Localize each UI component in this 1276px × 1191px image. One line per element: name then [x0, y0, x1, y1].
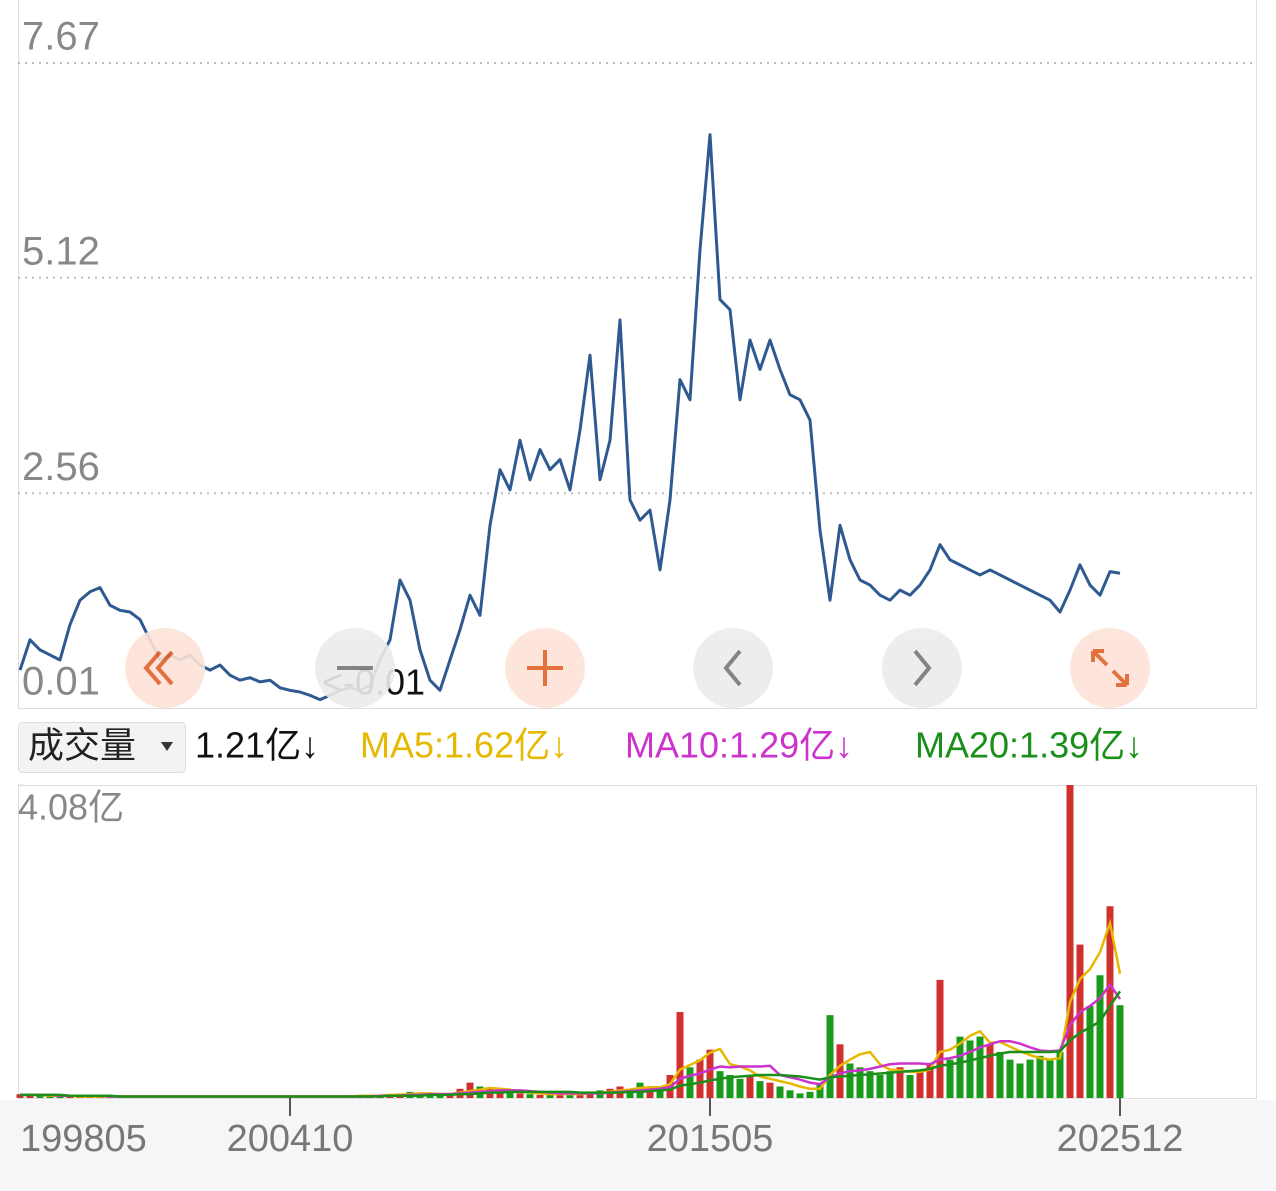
volume-bar [806, 1091, 814, 1098]
volume-bar [756, 1081, 764, 1098]
volume-bar [796, 1093, 804, 1098]
volume-bar [906, 1074, 914, 1098]
next-button[interactable] [882, 628, 962, 708]
ma-line [20, 918, 1122, 1098]
current-volume: 1.21亿↓ [195, 725, 319, 766]
x-axis-band [0, 1100, 1276, 1191]
volume-bar [916, 1071, 924, 1098]
volume-bar [816, 1082, 824, 1098]
volume-bar [496, 1090, 504, 1098]
volume-bar [956, 1036, 964, 1098]
volume-bar [706, 1049, 714, 1098]
volume-bar [946, 1059, 954, 1098]
volume-selector[interactable]: 成交量 [18, 722, 186, 773]
volume-bar [646, 1088, 654, 1098]
volume-bar [986, 1044, 994, 1098]
ma-legend: MA10:1.29亿↓ [625, 725, 853, 766]
volume-bar [536, 1094, 544, 1098]
volume-bar [766, 1082, 774, 1098]
volume-bar [856, 1067, 864, 1098]
volume-bar [886, 1071, 894, 1098]
x-tick-label: 201505 [647, 1118, 774, 1160]
x-tick-label: 202512 [1057, 1118, 1184, 1160]
volume-bar [436, 1095, 444, 1098]
y-tick-label: 7.67 [22, 15, 100, 59]
toolbar [125, 628, 1150, 708]
y-tick-label: 4.08亿 [18, 787, 124, 828]
volume-bar [526, 1094, 534, 1098]
ma-legend: MA5:1.62亿↓ [360, 725, 568, 766]
volume-bar [506, 1091, 514, 1098]
y-tick-label: 5.12 [22, 229, 100, 273]
volume-bar [966, 1040, 974, 1098]
volume-bar [1116, 1005, 1124, 1098]
volume-bar [1046, 1059, 1054, 1098]
volume-bar [936, 979, 944, 1098]
volume-bar [676, 1012, 684, 1098]
volume-bar [686, 1067, 694, 1098]
volume-bar [1036, 1055, 1044, 1098]
volume-bar [576, 1094, 584, 1098]
volume-bar [1006, 1059, 1014, 1098]
volume-bar [1096, 975, 1104, 1098]
volume-bar [726, 1074, 734, 1098]
volume-bar [1076, 944, 1084, 1098]
volume-bar [1016, 1063, 1024, 1098]
volume-bar [426, 1094, 434, 1098]
volume-bar [656, 1086, 664, 1098]
volume-bar [586, 1091, 594, 1098]
ma-line [20, 990, 1122, 1098]
ma-line [20, 982, 1122, 1098]
volume-bar [446, 1094, 454, 1098]
volume-bar [896, 1067, 904, 1098]
volume-bar [876, 1074, 884, 1098]
volume-bar [736, 1078, 744, 1098]
price-line [18, 133, 1121, 702]
volume-bar [1086, 1005, 1094, 1098]
volume-bar [776, 1086, 784, 1098]
volume-bar [746, 1076, 754, 1098]
y-tick-label: 2.56 [22, 445, 100, 489]
x-tick-label: 199805 [20, 1118, 147, 1160]
zoom-in-button[interactable] [505, 628, 585, 708]
volume-bar [926, 1063, 934, 1098]
volume-bar [1106, 906, 1114, 1098]
volume-border [18, 785, 1257, 1099]
volume-bar [566, 1093, 574, 1098]
volume-bar [696, 1059, 704, 1098]
y-tick-label: 0.01 [22, 660, 100, 704]
x-tick-label: 200410 [227, 1118, 354, 1160]
scroll-start-button[interactable] [125, 628, 205, 708]
volume-bar [626, 1090, 634, 1098]
volume-bar [836, 1044, 844, 1098]
volume-bar [976, 1036, 984, 1098]
selector-label: 成交量 [28, 725, 136, 766]
volume-bar [1026, 1059, 1034, 1098]
volume-bar [556, 1094, 564, 1098]
volume-bar [26, 1094, 34, 1098]
volume-bar [66, 1096, 74, 1098]
volume-bar [846, 1063, 854, 1098]
volume-bar [826, 1015, 834, 1098]
volume-bar [36, 1095, 44, 1098]
fullscreen-button[interactable] [1070, 628, 1150, 708]
volume-bar [516, 1093, 524, 1098]
volume-bar [996, 1051, 1004, 1098]
prev-button[interactable] [693, 628, 773, 708]
volume-bar [546, 1094, 554, 1098]
volume-bar [1056, 1051, 1064, 1098]
volume-bar [866, 1071, 874, 1098]
volume-bar [786, 1090, 794, 1098]
zoom-out-button[interactable] [315, 628, 395, 708]
volume-bar [716, 1071, 724, 1098]
volume-bar [1066, 785, 1074, 1098]
ma-legend: MA20:1.39亿↓ [915, 725, 1143, 766]
